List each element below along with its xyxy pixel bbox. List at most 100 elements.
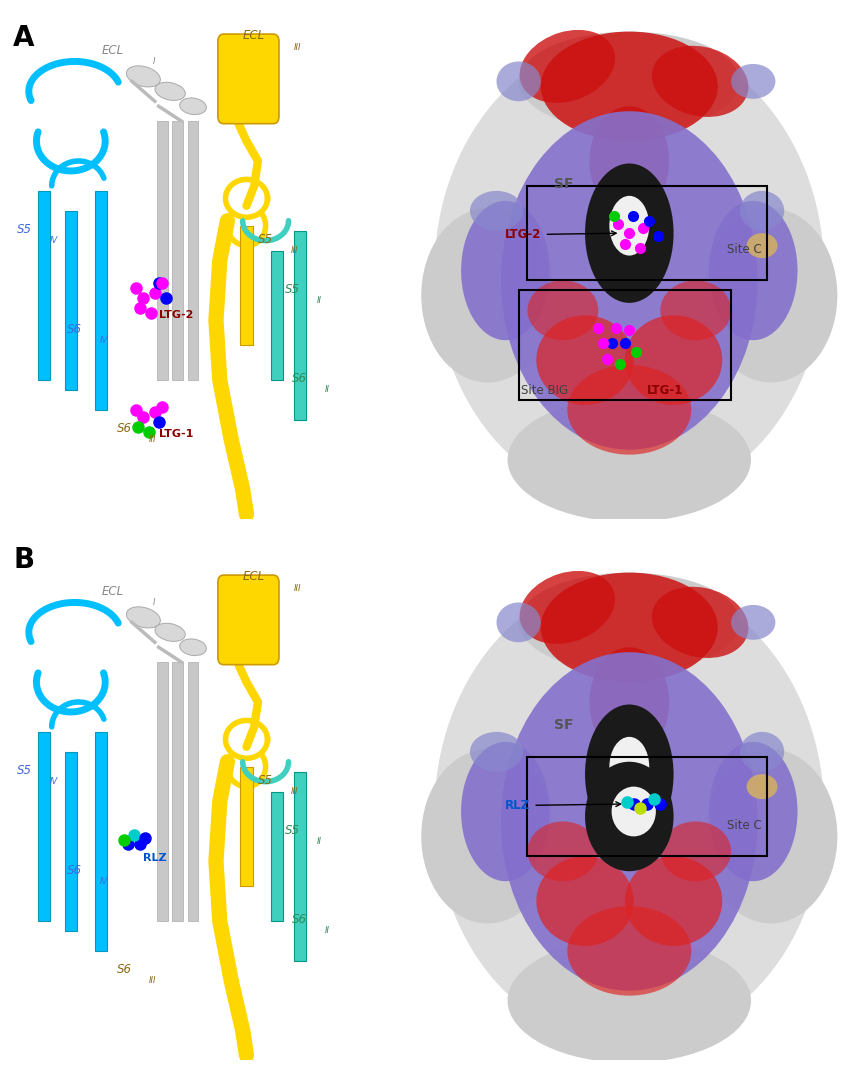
Text: S5: S5 <box>17 764 32 777</box>
Text: S5: S5 <box>17 223 32 236</box>
Bar <box>95 731 108 951</box>
Text: Site C: Site C <box>727 819 761 832</box>
Ellipse shape <box>661 280 731 340</box>
Text: ECL: ECL <box>102 44 123 57</box>
Ellipse shape <box>127 607 161 628</box>
Bar <box>528 186 766 280</box>
Ellipse shape <box>519 572 740 672</box>
Text: S6: S6 <box>116 963 132 976</box>
Ellipse shape <box>709 201 798 340</box>
Ellipse shape <box>585 762 674 871</box>
Ellipse shape <box>536 856 634 946</box>
Text: S5: S5 <box>285 282 299 295</box>
Ellipse shape <box>612 787 656 836</box>
Text: LTG-2: LTG-2 <box>159 309 193 320</box>
Ellipse shape <box>746 234 778 259</box>
Text: S6: S6 <box>293 372 307 385</box>
Bar <box>187 121 199 380</box>
Ellipse shape <box>731 64 775 98</box>
Ellipse shape <box>470 190 523 230</box>
Text: LTG-1: LTG-1 <box>159 430 193 439</box>
Ellipse shape <box>155 623 185 642</box>
Ellipse shape <box>501 111 758 450</box>
Text: SF: SF <box>554 177 574 192</box>
Text: II: II <box>325 926 330 936</box>
Ellipse shape <box>652 45 748 117</box>
Text: S5: S5 <box>258 774 273 787</box>
Bar <box>294 771 306 961</box>
Ellipse shape <box>501 652 758 991</box>
Ellipse shape <box>155 82 185 101</box>
Text: III: III <box>291 787 298 796</box>
Bar <box>240 226 253 345</box>
Bar <box>95 190 108 410</box>
Ellipse shape <box>435 37 824 504</box>
Ellipse shape <box>705 749 838 923</box>
Ellipse shape <box>421 749 554 923</box>
Text: A: A <box>13 24 35 52</box>
Text: Site BIG: Site BIG <box>521 384 568 397</box>
Ellipse shape <box>602 184 656 259</box>
Ellipse shape <box>625 315 722 405</box>
Bar <box>240 767 253 886</box>
Ellipse shape <box>508 397 751 522</box>
Text: ECL: ECL <box>243 29 265 42</box>
Ellipse shape <box>180 98 207 115</box>
Ellipse shape <box>541 572 718 682</box>
Ellipse shape <box>585 704 674 844</box>
Text: III: III <box>294 42 302 52</box>
Text: IV: IV <box>49 777 58 787</box>
Ellipse shape <box>568 365 691 454</box>
Text: S6: S6 <box>67 322 82 335</box>
FancyBboxPatch shape <box>218 576 279 664</box>
Text: I: I <box>153 598 155 607</box>
Ellipse shape <box>740 190 785 230</box>
Ellipse shape <box>589 106 669 215</box>
Ellipse shape <box>520 30 615 103</box>
Ellipse shape <box>461 742 549 881</box>
Ellipse shape <box>705 209 838 383</box>
Ellipse shape <box>740 731 785 771</box>
Text: III: III <box>149 435 156 445</box>
Ellipse shape <box>496 62 541 102</box>
Text: S6: S6 <box>293 913 307 926</box>
Ellipse shape <box>180 639 207 656</box>
Ellipse shape <box>496 603 541 643</box>
Text: II: II <box>325 385 330 395</box>
Text: II: II <box>317 295 322 305</box>
Ellipse shape <box>541 31 718 141</box>
Ellipse shape <box>520 571 615 644</box>
Ellipse shape <box>536 315 634 405</box>
Bar <box>38 190 50 380</box>
Ellipse shape <box>470 731 523 771</box>
Text: RLZ: RLZ <box>505 799 621 812</box>
Bar <box>173 662 183 921</box>
Bar <box>271 792 283 921</box>
Text: ECL: ECL <box>102 585 123 598</box>
Bar <box>187 662 199 921</box>
Bar <box>157 121 168 380</box>
Bar <box>271 251 283 380</box>
Ellipse shape <box>568 906 691 995</box>
Ellipse shape <box>746 775 778 799</box>
Ellipse shape <box>602 725 656 799</box>
Ellipse shape <box>661 821 731 881</box>
Ellipse shape <box>508 938 751 1063</box>
Ellipse shape <box>652 586 748 658</box>
Ellipse shape <box>461 201 549 340</box>
Ellipse shape <box>585 163 674 303</box>
Bar <box>519 290 731 400</box>
Bar <box>38 731 50 921</box>
Text: Site C: Site C <box>727 243 761 256</box>
Text: SF: SF <box>554 718 574 733</box>
Text: IV: IV <box>100 335 108 345</box>
Ellipse shape <box>127 66 161 87</box>
Ellipse shape <box>421 209 554 383</box>
Ellipse shape <box>731 605 775 639</box>
Text: ECL: ECL <box>243 570 265 583</box>
Text: III: III <box>291 246 298 255</box>
Text: LTG-1: LTG-1 <box>647 384 683 397</box>
Bar <box>173 121 183 380</box>
Text: IV: IV <box>49 236 58 246</box>
Ellipse shape <box>625 856 722 946</box>
